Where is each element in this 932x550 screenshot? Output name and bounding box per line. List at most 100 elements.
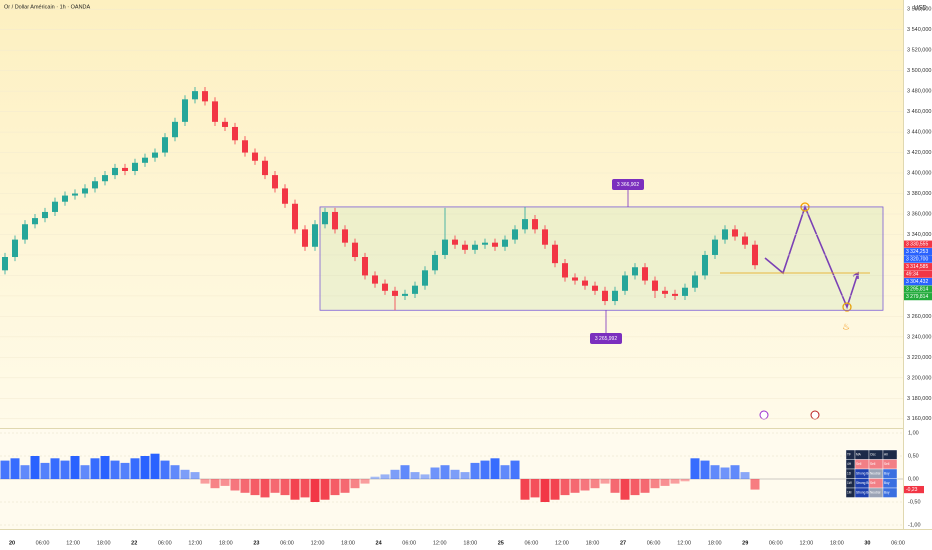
price-badge (904, 293, 932, 301)
x-tick-label: 24 (376, 540, 383, 546)
osc-bar (730, 465, 740, 479)
osc-bar (230, 479, 240, 491)
candle-body (212, 101, 218, 122)
y-tick-label: 3 160,000 (907, 416, 931, 422)
table-cell-text: Strong Buy (856, 491, 872, 495)
x-tick-label: 06:00 (36, 540, 50, 546)
osc-value-badge (904, 485, 924, 494)
osc-bar (610, 479, 620, 493)
osc-tick-label: 1,00 (908, 430, 919, 436)
osc-bar (90, 458, 100, 479)
osc-bar (660, 479, 670, 486)
candle-body (632, 267, 638, 276)
x-tick-label: 25 (498, 540, 504, 546)
osc-bar (220, 479, 230, 486)
candle-body (272, 175, 278, 189)
osc-tick-label: -0,50 (908, 499, 921, 505)
x-tick-label: 29 (742, 540, 748, 546)
osc-bar (350, 479, 360, 489)
range-low-label: 3 265,992 (595, 336, 617, 342)
osc-bar (680, 479, 690, 482)
osc-bar (720, 467, 730, 479)
osc-bar (620, 479, 630, 500)
candle-body (162, 137, 168, 153)
x-tick-label: 12:00 (555, 540, 569, 546)
price-badge (904, 255, 932, 263)
table-cell-text: 1D (847, 472, 852, 476)
candle-body (102, 175, 108, 182)
x-tick-label: 18:00 (830, 540, 844, 546)
event-icon (759, 410, 769, 420)
osc-bar (510, 460, 520, 479)
osc-bar (450, 469, 460, 479)
osc-bar (80, 465, 90, 479)
candle-body (2, 257, 8, 271)
osc-bar (190, 472, 200, 479)
x-tick-label: 06:00 (647, 540, 661, 546)
osc-bar (400, 465, 410, 479)
osc-bar (500, 465, 510, 479)
range-low-badge (590, 333, 622, 344)
osc-value-label: -0,23 (906, 487, 918, 493)
candle-body (592, 285, 598, 291)
osc-bar (670, 479, 680, 484)
x-tick-label: 12:00 (188, 540, 202, 546)
y-tick-label: 3 520,000 (907, 48, 931, 54)
table-cell-text: Sell (856, 462, 862, 466)
osc-bar (560, 479, 570, 496)
osc-bar (570, 479, 580, 493)
osc-bar (100, 456, 110, 479)
osc-bar (600, 479, 610, 484)
candle-body (752, 244, 758, 266)
osc-tick-label: -1,00 (908, 522, 921, 528)
countdown-label: 49:34 (906, 271, 919, 277)
osc-bar (290, 479, 300, 500)
osc-bar (490, 458, 500, 479)
currency-label: USD (914, 6, 927, 12)
candle-body (182, 99, 188, 122)
osc-bar (240, 479, 250, 493)
osc-bar (540, 479, 550, 502)
x-tick-label: 18:00 (219, 540, 233, 546)
candle-body (222, 121, 228, 127)
osc-bar (40, 462, 50, 479)
x-tick-label: 18:00 (708, 540, 722, 546)
y-tick-label: 3 240,000 (907, 334, 931, 340)
x-tick-label: 12:00 (66, 540, 80, 546)
candle-body (492, 242, 498, 247)
y-tick-label: 3 200,000 (907, 375, 931, 381)
candle-body (652, 280, 658, 291)
candle-body (312, 224, 318, 247)
y-tick-label: 3 500,000 (907, 68, 931, 74)
osc-bar (10, 458, 20, 479)
y-tick-label: 3 180,000 (907, 396, 931, 402)
candle-body (292, 203, 298, 230)
x-tick-label: 12:00 (311, 540, 325, 546)
price-badge-label: 3 330,555 (906, 241, 928, 247)
candle-body (382, 283, 388, 291)
osc-bar (590, 479, 600, 489)
osc-bar (390, 469, 400, 479)
osc-bar (180, 469, 190, 479)
candle-body (732, 229, 738, 237)
osc-bar (740, 472, 750, 479)
candle-body (742, 236, 748, 245)
table-cell-text: Buy (884, 472, 890, 476)
candle-body (92, 181, 98, 189)
table-cell-text: 1M (847, 491, 852, 495)
candle-body (192, 91, 198, 100)
price-badge (904, 278, 932, 286)
osc-bar (430, 467, 440, 479)
osc-bar (160, 460, 170, 479)
table-header-text: MA (856, 453, 862, 457)
candle-body (152, 152, 158, 158)
osc-bar (580, 479, 590, 491)
event-icon (810, 410, 820, 420)
candle-body (482, 242, 488, 245)
price-badge (904, 248, 932, 256)
price-badge-label: 3 279,814 (906, 294, 928, 300)
osc-bar (380, 474, 390, 479)
osc-bar (420, 474, 430, 479)
y-tick-label: 3 320,000 (907, 252, 931, 258)
candle-body (622, 275, 628, 291)
